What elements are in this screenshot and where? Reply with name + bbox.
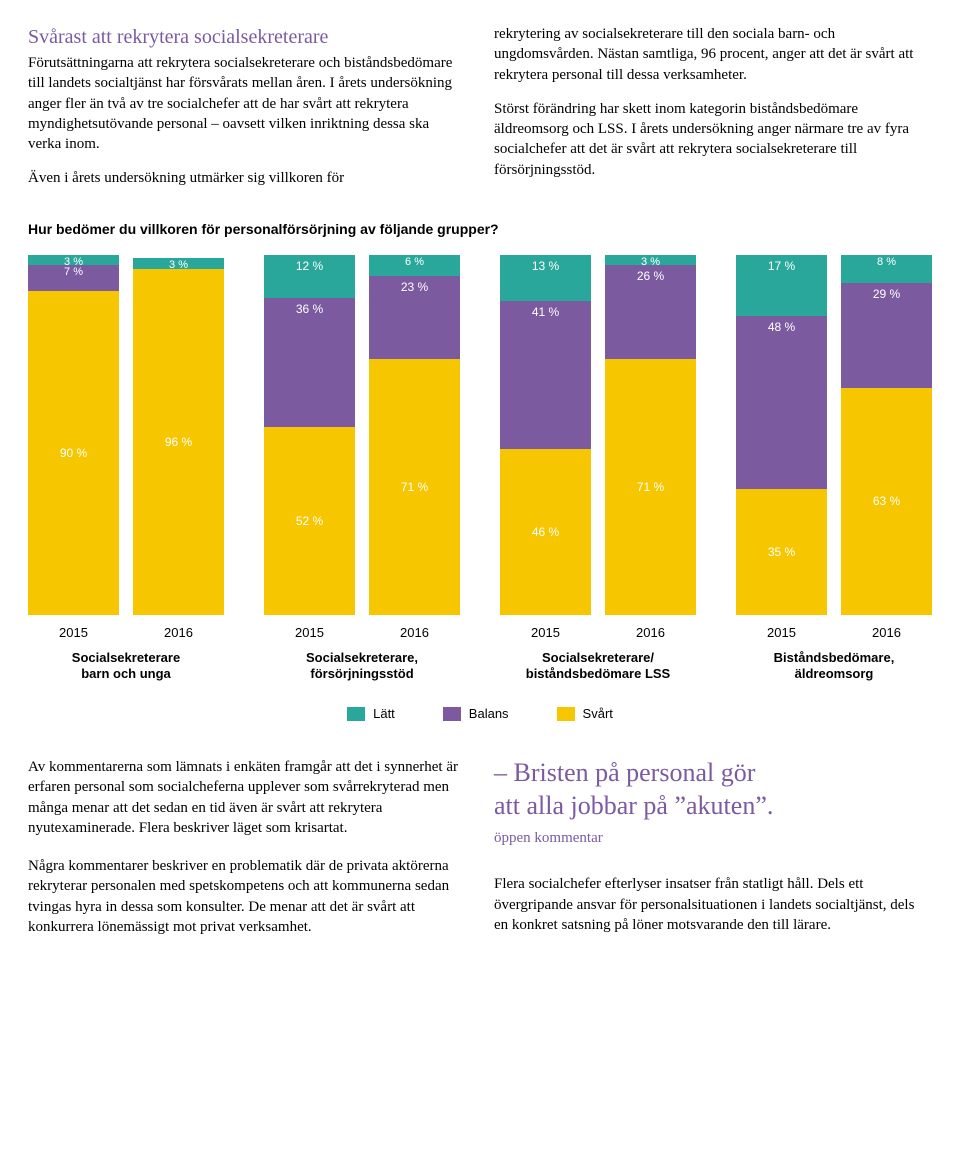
chart-group: 13 %41 %46 %3 %26 %71 %20152016Socialsek… — [500, 255, 696, 683]
bar: 12 %36 %52 % — [264, 255, 355, 615]
year-labels: 2015 2016 — [28, 625, 224, 640]
bar-segment: 3 % — [28, 255, 119, 266]
pull-quote: – Bristen på personal gör att alla jobba… — [494, 757, 932, 822]
legend-item-balans: Balans — [443, 706, 509, 721]
legend-swatch-latt — [347, 707, 365, 721]
year-label: 2015 — [736, 625, 827, 640]
bar-segment: 3 % — [605, 255, 696, 266]
year-label: 2015 — [264, 625, 355, 640]
bar-segment: 12 % — [264, 255, 355, 298]
bar-segment: 29 % — [841, 283, 932, 387]
chart-group: 17 %48 %35 %8 %29 %63 %20152016Biståndsb… — [736, 255, 932, 683]
bar-segment: 63 % — [841, 388, 932, 615]
bar-segment: 7 % — [28, 265, 119, 290]
top-left-p2: Även i årets undersökning utmärker sig v… — [28, 170, 344, 186]
chart-title: Hur bedömer du villkoren för personalför… — [28, 221, 932, 237]
bar-segment: 48 % — [736, 316, 827, 489]
bottom-right-column: – Bristen på personal gör att alla jobba… — [494, 757, 932, 955]
group-label: Socialsekreterarebarn och unga — [28, 650, 224, 683]
chart-group: 3 %7 %90 %3 %96 %20152016Socialsekretera… — [28, 255, 224, 683]
bar-segment: 52 % — [264, 427, 355, 614]
year-label: 2015 — [500, 625, 591, 640]
bar: 6 %23 %71 % — [369, 255, 460, 615]
top-left-column: Svårast att rekrytera socialsekreterare … — [28, 24, 466, 189]
bar-pair: 12 %36 %52 %6 %23 %71 % — [264, 255, 460, 615]
bar-segment: 96 % — [133, 269, 224, 615]
bar: 17 %48 %35 % — [736, 255, 827, 615]
year-label: 2016 — [369, 625, 460, 640]
bar-pair: 17 %48 %35 %8 %29 %63 % — [736, 255, 932, 615]
bottom-right-p: Flera socialchefer efterlyser insatser f… — [494, 874, 932, 935]
group-label: Socialsekreterare,försörjningsstöd — [264, 650, 460, 683]
bar-segment: 41 % — [500, 301, 591, 449]
quote-line-1: – Bristen på personal gör — [494, 758, 755, 787]
bar-segment: 71 % — [369, 359, 460, 615]
year-label: 2016 — [133, 625, 224, 640]
bar-segment: 26 % — [605, 265, 696, 359]
bar-segment: 36 % — [264, 298, 355, 428]
year-labels: 2015 2016 — [736, 625, 932, 640]
year-label: 2016 — [841, 625, 932, 640]
bar-segment: 8 % — [841, 255, 932, 284]
chart-legend: Lätt Balans Svårt — [28, 706, 932, 721]
bar-segment: 3 % — [133, 258, 224, 269]
year-label: 2015 — [28, 625, 119, 640]
quote-attribution: öppen kommentar — [494, 828, 932, 848]
bar-segment: 71 % — [605, 359, 696, 615]
legend-item-latt: Lätt — [347, 706, 395, 721]
bar-segment: 13 % — [500, 255, 591, 302]
group-label: Biståndsbedömare,äldreomsorg — [736, 650, 932, 683]
bottom-left-column: Av kommentarerna som lämnats i enkäten f… — [28, 757, 466, 955]
year-labels: 2015 2016 — [264, 625, 460, 640]
bar-segment: 23 % — [369, 276, 460, 359]
legend-label-svart: Svårt — [583, 706, 613, 721]
bar-segment: 17 % — [736, 255, 827, 316]
bottom-left-p1: Av kommentarerna som lämnats i enkäten f… — [28, 757, 466, 838]
bar-segment: 46 % — [500, 449, 591, 615]
legend-label-latt: Lätt — [373, 706, 395, 721]
section-heading: Svårast att rekrytera socialsekreterare — [28, 24, 466, 51]
legend-swatch-svart — [557, 707, 575, 721]
year-labels: 2015 2016 — [500, 625, 696, 640]
chart-area: 3 %7 %90 %3 %96 %20152016Socialsekretera… — [28, 255, 932, 683]
legend-swatch-balans — [443, 707, 461, 721]
legend-label-balans: Balans — [469, 706, 509, 721]
top-right-p2: Störst förändring har skett inom kategor… — [494, 101, 909, 178]
bottom-text-columns: Av kommentarerna som lämnats i enkäten f… — [28, 757, 932, 955]
bar-pair: 13 %41 %46 %3 %26 %71 % — [500, 255, 696, 615]
bar-segment: 6 % — [369, 255, 460, 277]
top-left-p1: Förutsättningarna att rekrytera socialse… — [28, 55, 452, 152]
bar: 3 %7 %90 % — [28, 255, 119, 615]
bar: 3 %96 % — [133, 255, 224, 615]
bar-pair: 3 %7 %90 %3 %96 % — [28, 255, 224, 615]
quote-line-2: att alla jobbar på ”akuten”. — [494, 791, 773, 820]
bar: 8 %29 %63 % — [841, 255, 932, 615]
bar-segment: 90 % — [28, 291, 119, 615]
top-right-column: rekrytering av socialsekreterare till de… — [494, 24, 932, 189]
bar-segment: 35 % — [736, 489, 827, 615]
group-label: Socialsekreterare/biståndsbedömare LSS — [500, 650, 696, 683]
bottom-left-p2: Några kommentarer beskriver en problemat… — [28, 856, 466, 937]
bar: 13 %41 %46 % — [500, 255, 591, 615]
chart-group: 12 %36 %52 %6 %23 %71 %20152016Socialsek… — [264, 255, 460, 683]
bar: 3 %26 %71 % — [605, 255, 696, 615]
chart-section: Hur bedömer du villkoren för personalför… — [28, 221, 932, 722]
legend-item-svart: Svårt — [557, 706, 613, 721]
year-label: 2016 — [605, 625, 696, 640]
top-text-columns: Svårast att rekrytera socialsekreterare … — [28, 24, 932, 189]
top-right-p1: rekrytering av socialsekreterare till de… — [494, 26, 913, 83]
